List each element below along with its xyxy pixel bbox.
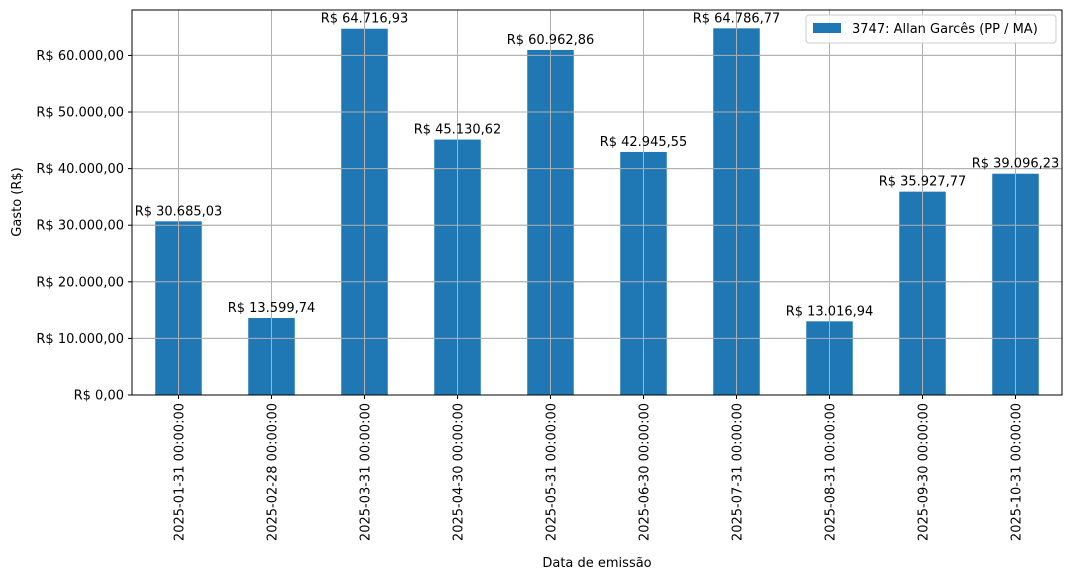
- data-label: R$ 13.016,94: [786, 304, 874, 319]
- data-label: R$ 42.945,55: [600, 135, 688, 150]
- y-axis-label: Gasto (R$): [10, 167, 25, 236]
- y-tick-label: R$ 30.000,00: [36, 219, 124, 234]
- x-tick-label: 2025-06-30 00:00:00: [638, 403, 653, 541]
- data-label: R$ 64.716,93: [321, 12, 409, 27]
- data-label: R$ 60.962,86: [507, 33, 595, 48]
- legend: 3747: Allan Garcês (PP / MA): [805, 14, 1057, 44]
- data-label: R$ 35.927,77: [879, 175, 967, 190]
- x-tick-label: 2025-02-28 00:00:00: [266, 403, 281, 541]
- x-tick-label: 2025-01-31 00:00:00: [173, 403, 188, 541]
- legend-label: 3747: Allan Garcês (PP / MA): [852, 22, 1038, 37]
- data-label: R$ 45.130,62: [414, 123, 502, 138]
- x-axis-label: Data de emissão: [542, 556, 651, 571]
- data-label: R$ 64.786,77: [693, 11, 781, 26]
- legend-swatch: [813, 23, 841, 33]
- x-tick-label: 2025-10-31 00:00:00: [1010, 403, 1025, 541]
- bars: [155, 28, 1039, 396]
- y-tick-label: R$ 20.000,00: [36, 275, 124, 290]
- data-label: R$ 13.599,74: [228, 301, 316, 316]
- data-labels: R$ 30.685,03 R$ 13.599,74 R$ 64.716,93 R$ 4…: [135, 11, 1060, 319]
- y-tick-label: R$ 40.000,00: [36, 162, 124, 177]
- y-tick-label: R$ 10.000,00: [36, 332, 124, 347]
- plot-frame: [131, 9, 1063, 396]
- axes-frame: [131, 9, 1063, 396]
- x-tick-label: 2025-03-31 00:00:00: [359, 403, 374, 541]
- x-tick-label: 2025-04-30 00:00:00: [452, 403, 467, 541]
- legend-box: [805, 14, 1057, 44]
- x-tick-label: 2025-09-30 00:00:00: [917, 403, 932, 541]
- y-tick-label: R$ 60.000,00: [36, 49, 124, 64]
- data-label: R$ 30.685,03: [135, 204, 223, 219]
- x-tick-label: 2025-05-31 00:00:00: [545, 403, 560, 541]
- y-tick-label: R$ 0,00: [74, 389, 124, 404]
- y-tick-label: R$ 50.000,00: [36, 106, 124, 121]
- axis-ticks: R$ 0,00 R$ 10.000,00 R$ 20.000,00 R$ 30.000…: [36, 49, 1024, 541]
- x-tick-label: 2025-08-31 00:00:00: [824, 403, 839, 541]
- x-tick-label: 2025-07-31 00:00:00: [731, 403, 746, 541]
- data-label: R$ 39.096,23: [972, 157, 1060, 172]
